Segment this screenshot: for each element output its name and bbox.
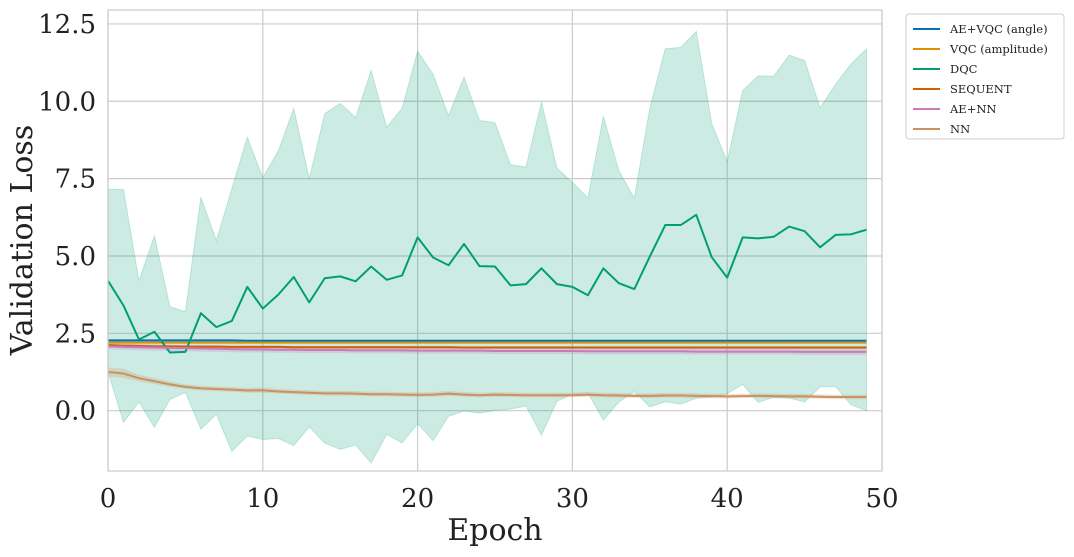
line-ae-nn — [107, 345, 867, 353]
x-axis-label: Epoch — [447, 513, 542, 548]
x-tick-label: 30 — [556, 484, 589, 514]
x-tick-label: 0 — [100, 484, 117, 514]
x-tick-label: 40 — [711, 484, 744, 514]
y-tick-label: 7.5 — [55, 165, 96, 195]
band-dqc — [107, 30, 868, 464]
legend-label: DQC — [950, 62, 978, 76]
x-tick-labels: 0 10 20 30 40 50 — [100, 484, 899, 514]
legend-label: SEQUENT — [950, 82, 1012, 96]
legend-label: AE+NN — [949, 102, 996, 116]
series-lines — [107, 213, 867, 399]
y-tick-label: 0.0 — [55, 397, 96, 427]
y-axis-label: Validation Loss — [5, 125, 40, 356]
grid — [107, 10, 883, 471]
legend-frame — [905, 13, 1065, 140]
line-dqc — [107, 213, 867, 354]
plot-frame — [107, 9, 883, 472]
line-nn — [107, 370, 867, 399]
y-tick-label: 10.0 — [38, 87, 96, 117]
line-sequent — [107, 344, 867, 349]
y-tick-labels: 0.0 2.5 5.0 7.5 10.0 12.5 — [38, 10, 96, 427]
x-tick-label: 50 — [865, 484, 898, 514]
band-nn — [108, 367, 867, 400]
y-tick-label: 12.5 — [38, 10, 96, 40]
legend-label: NN — [950, 122, 970, 136]
legend-label: VQC (amplitude) — [949, 42, 1048, 56]
x-tick-label: 20 — [401, 484, 434, 514]
legend: AE+VQC (angle) VQC (amplitude) DQC SEQUENT A… — [905, 13, 1065, 140]
y-tick-label: 2.5 — [55, 319, 96, 349]
y-tick-label: 5.0 — [55, 242, 96, 272]
x-tick-label: 10 — [246, 484, 279, 514]
legend-label: AE+VQC (angle) — [949, 22, 1048, 36]
